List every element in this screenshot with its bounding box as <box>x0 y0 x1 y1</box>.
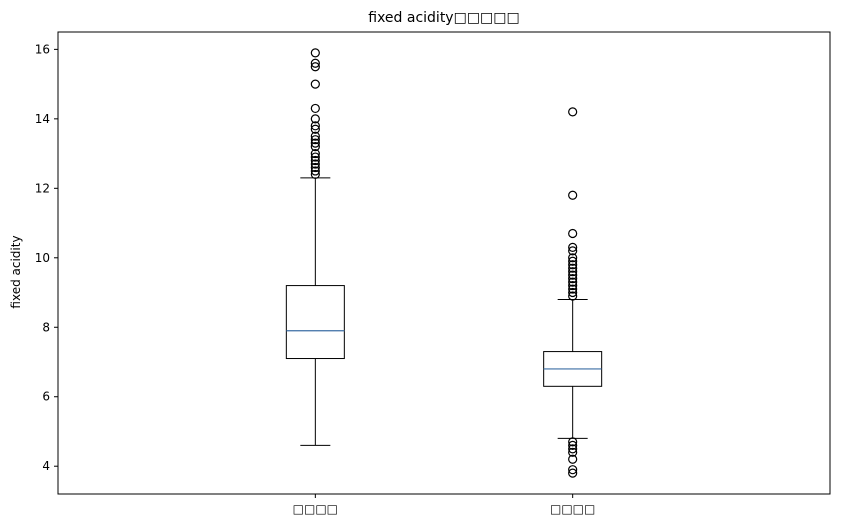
outlier-point <box>568 280 578 291</box>
outlier-point <box>568 468 578 478</box>
outlier-point <box>568 190 578 200</box>
outlier-point <box>568 263 578 273</box>
outlier-point <box>310 131 320 141</box>
outlier-point <box>310 135 320 145</box>
y-tick-label: 10 <box>35 251 50 265</box>
outlier-point <box>310 152 320 162</box>
outlier-point <box>568 291 578 301</box>
outlier-point <box>568 437 578 447</box>
outlier-point <box>310 62 320 72</box>
outlier-point <box>310 155 320 166</box>
plot-area-frame <box>57 31 831 495</box>
chart-title: fixed acidity□□□□□ <box>368 10 519 26</box>
outlier-point <box>568 277 578 287</box>
outlier-point <box>310 166 320 176</box>
outlier-point <box>310 148 320 159</box>
outlier-point <box>568 246 578 256</box>
outlier-point <box>568 274 578 284</box>
outlier-point <box>568 267 578 277</box>
y-axis: 4 6 8 10 12 14 16 <box>35 42 58 473</box>
outlier-point <box>310 114 320 124</box>
outlier-point <box>568 444 578 454</box>
outlier-point <box>310 124 320 134</box>
y-tick-label: 16 <box>35 42 50 56</box>
outlier-point <box>568 284 578 294</box>
outlier-point <box>310 159 320 169</box>
outlier-point <box>310 169 320 180</box>
outlier-point <box>310 79 320 89</box>
outlier-point <box>568 256 578 266</box>
y-tick-label: 14 <box>35 112 50 126</box>
box-series <box>285 48 603 478</box>
outlier-point <box>568 287 578 298</box>
outlier-point <box>568 260 578 270</box>
y-tick-label: 12 <box>35 181 50 195</box>
y-tick-label: 4 <box>42 459 50 473</box>
outlier-point <box>568 447 578 457</box>
outlier-point <box>310 162 320 173</box>
box-group <box>285 48 345 446</box>
outlier-point <box>568 107 578 117</box>
outlier-point <box>568 440 578 450</box>
outlier-point <box>568 465 578 475</box>
y-axis-label: fixed acidity <box>9 235 23 308</box>
y-tick-label: 6 <box>42 390 50 404</box>
outlier-point <box>310 142 320 152</box>
iqr-box <box>285 285 345 360</box>
y-tick-label: 8 <box>42 320 50 334</box>
outlier-point <box>310 121 320 131</box>
outlier-point <box>310 138 320 148</box>
outlier-point <box>568 253 578 263</box>
outlier-point <box>310 48 320 58</box>
outlier-point <box>568 454 578 464</box>
x-tick-label: □□□□ <box>293 502 338 516</box>
outlier-point <box>568 270 578 280</box>
outlier-point <box>310 58 320 68</box>
x-axis: □□□□ □□□□ <box>293 494 595 516</box>
box-group <box>543 107 603 478</box>
x-tick-label: □□□□ <box>550 502 595 516</box>
outlier-point <box>310 103 320 114</box>
outlier-point <box>568 228 578 239</box>
outlier-point <box>568 242 578 252</box>
